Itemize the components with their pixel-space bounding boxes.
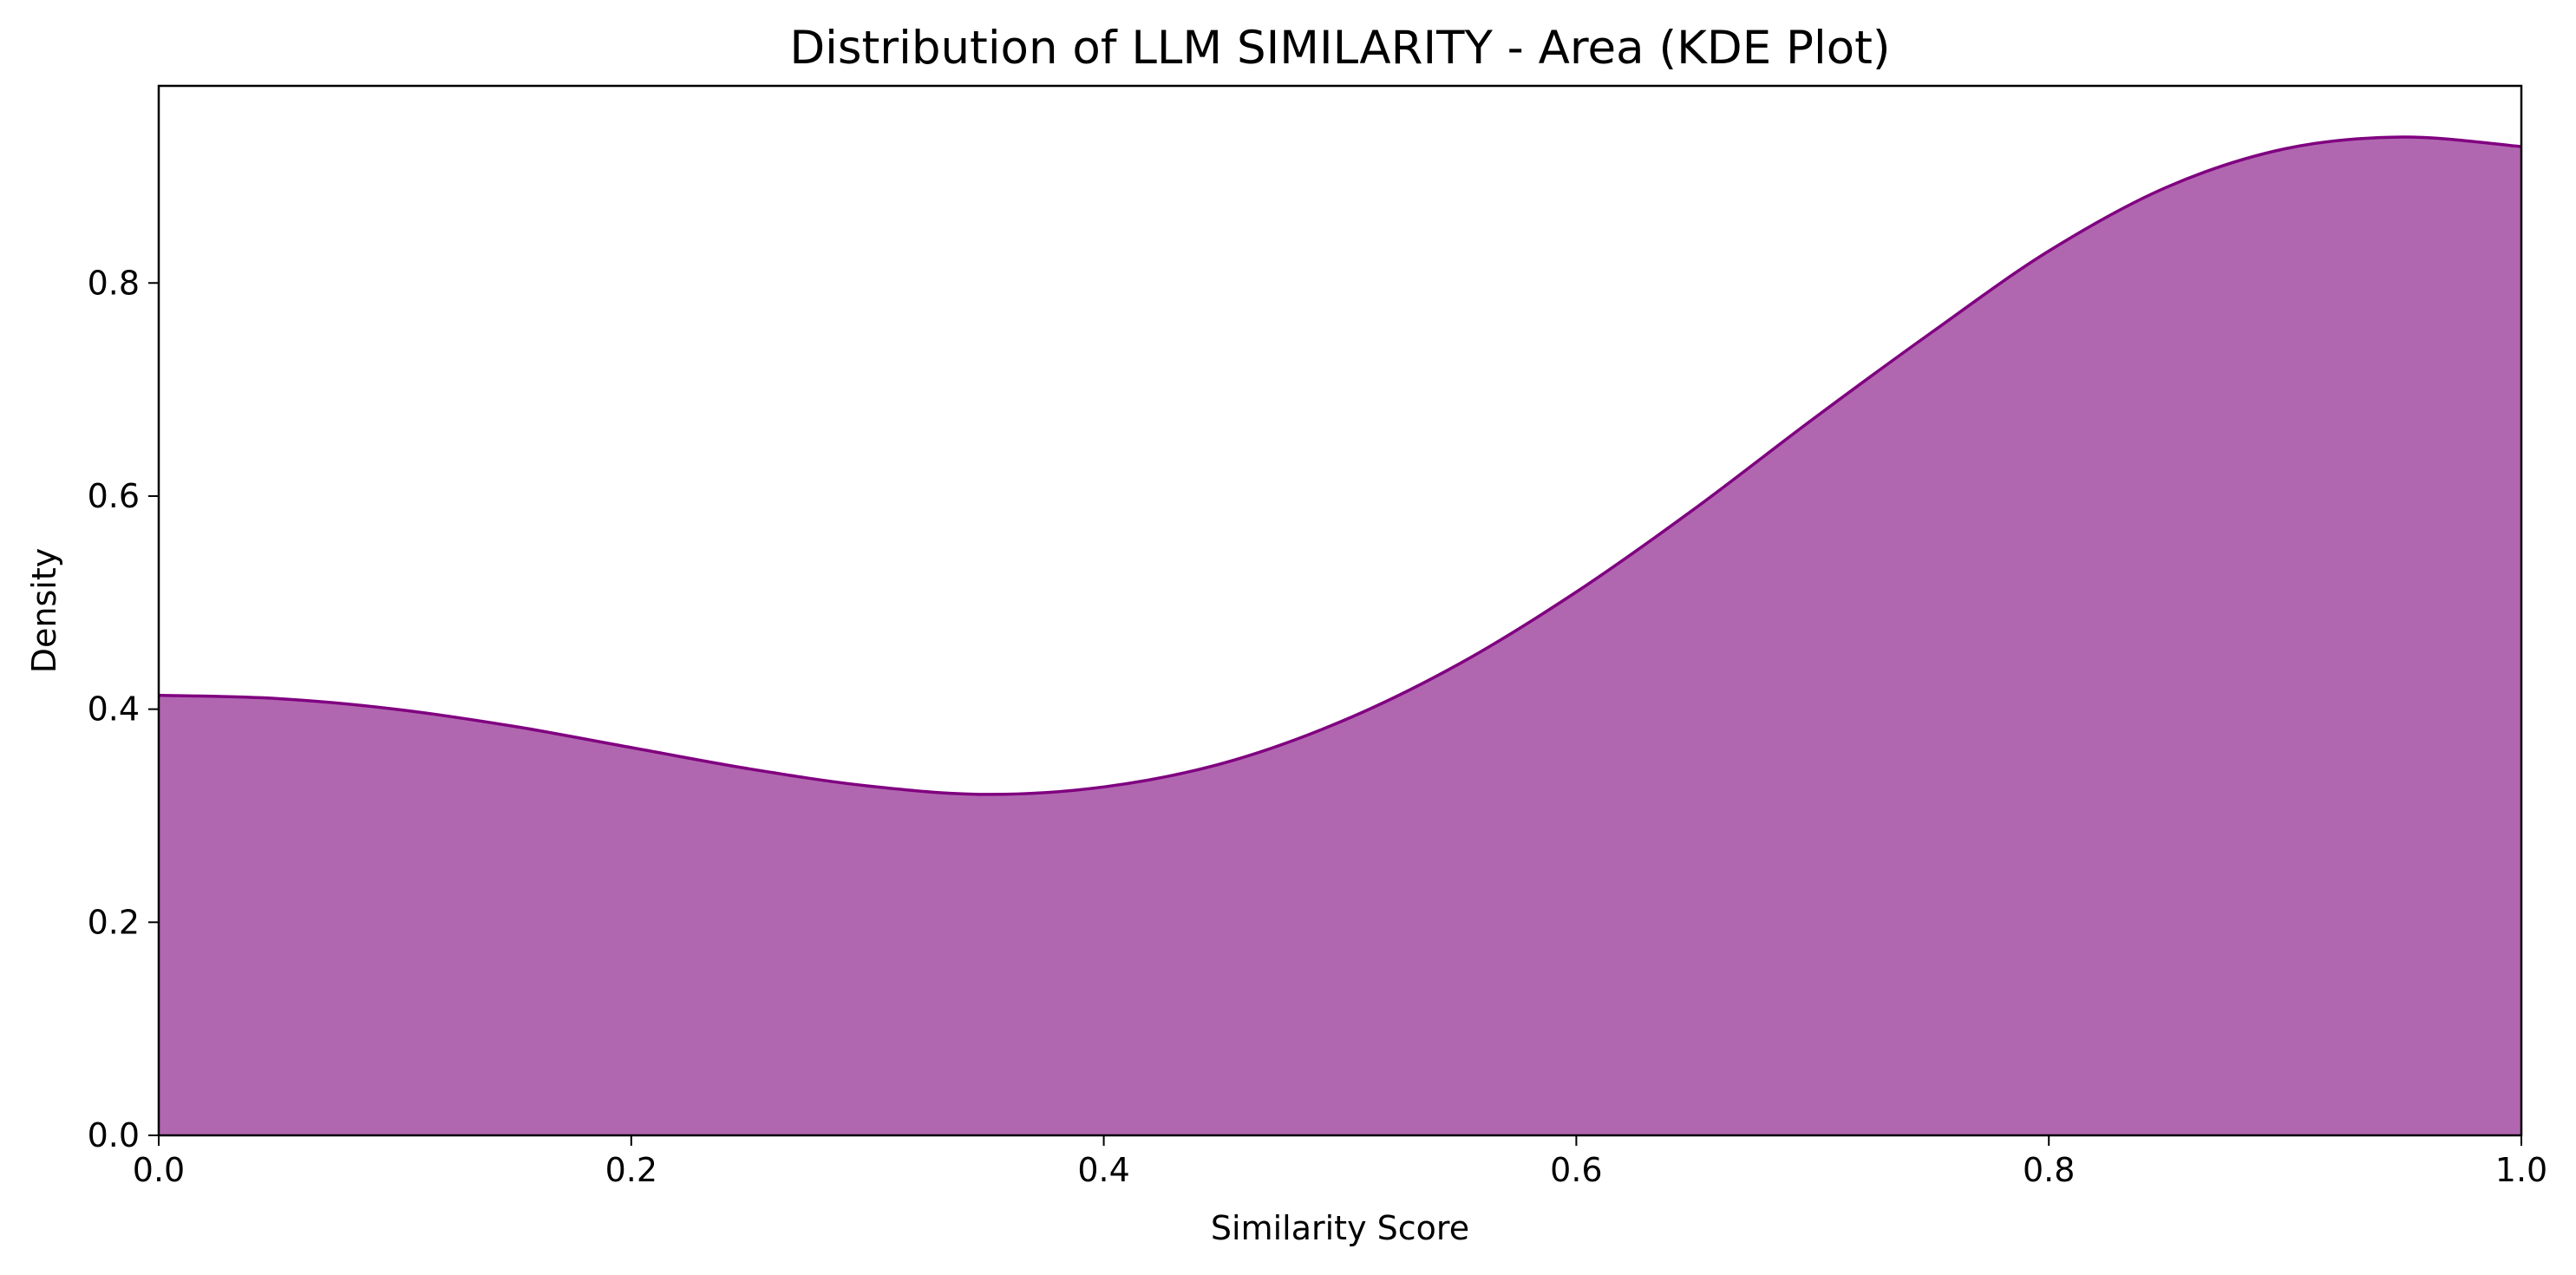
y-tick-label: 0.6 bbox=[88, 477, 140, 515]
kde-density-line bbox=[158, 135, 2522, 796]
chart-title: Distribution of LLM SIMILARITY - Area (K… bbox=[789, 22, 1890, 75]
plot-frame bbox=[157, 84, 2523, 1137]
x-axis-label: Similarity Score bbox=[1211, 1209, 1469, 1247]
y-axis: 0.0 0.2 0.4 0.6 0.8 bbox=[88, 264, 159, 1154]
x-tick-label: 0.8 bbox=[2023, 1151, 2075, 1189]
y-tick-label: 0.4 bbox=[88, 690, 140, 729]
kde-area-fill bbox=[159, 136, 2521, 1135]
y-tick-label: 0.0 bbox=[88, 1116, 140, 1154]
x-tick-label: 0.4 bbox=[1077, 1151, 1129, 1189]
x-tick-label: 0.6 bbox=[1550, 1151, 1602, 1189]
x-axis: 0.0 0.2 0.4 0.6 0.8 1.0 bbox=[133, 1135, 2547, 1189]
y-axis-label: Density bbox=[25, 548, 63, 673]
x-tick-label: 1.0 bbox=[2495, 1151, 2547, 1189]
y-tick-label: 0.8 bbox=[88, 264, 140, 302]
area-layer bbox=[158, 135, 2522, 1135]
y-tick-label: 0.2 bbox=[88, 903, 140, 941]
x-tick-label: 0.0 bbox=[133, 1151, 185, 1189]
x-tick-label: 0.2 bbox=[605, 1151, 657, 1189]
